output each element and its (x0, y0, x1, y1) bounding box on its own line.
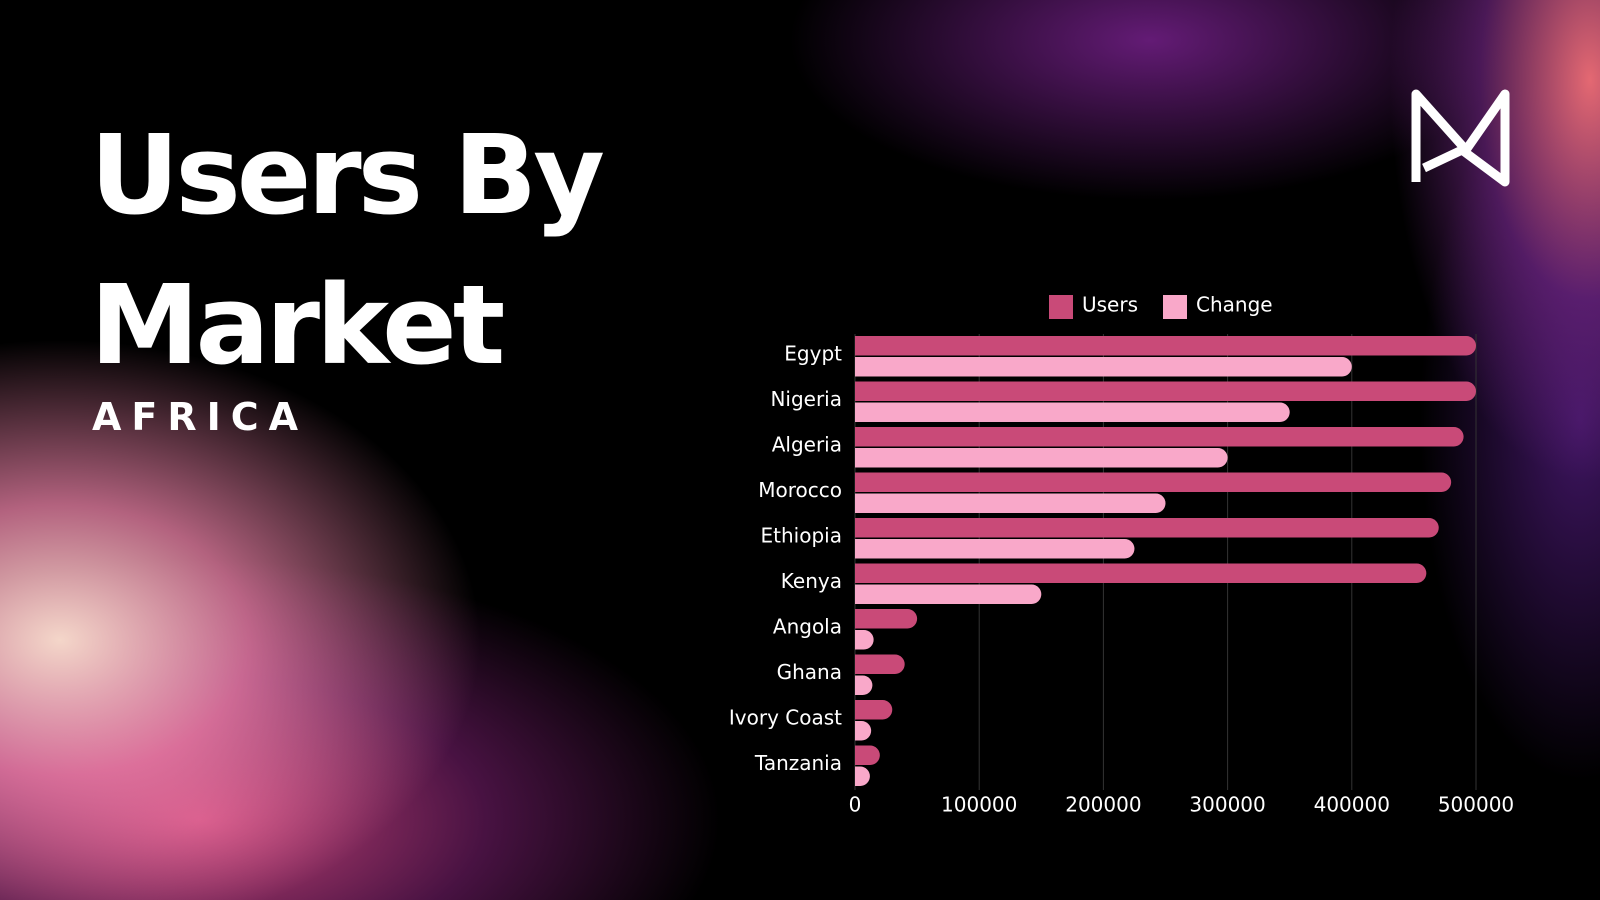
y-tick-label: Tanzania (754, 751, 842, 775)
legend-swatch (1163, 295, 1187, 319)
x-tick-label: 300000 (1189, 793, 1265, 817)
bar (855, 493, 1166, 513)
bar (855, 402, 1290, 422)
bar (855, 381, 1476, 401)
bar (855, 448, 1228, 468)
bar (855, 700, 893, 720)
bar (855, 745, 880, 765)
bar (855, 563, 1427, 583)
bar (855, 675, 873, 695)
bar (855, 766, 870, 786)
bar (855, 336, 1476, 356)
x-tick-label: 100000 (941, 793, 1017, 817)
x-tick-label: 400000 (1314, 793, 1390, 817)
bar (855, 539, 1135, 559)
bar (855, 427, 1464, 447)
y-tick-label: Morocco (758, 478, 842, 502)
bar (855, 609, 918, 629)
x-tick-label: 500000 (1438, 793, 1514, 817)
chart-subtitle: AFRICA (92, 395, 309, 439)
y-tick-label: Egypt (784, 342, 842, 366)
bar (855, 584, 1042, 604)
y-tick-label: Ghana (777, 660, 842, 684)
legend-swatch (1049, 295, 1073, 319)
legend-label: Change (1196, 293, 1273, 317)
y-tick-label: Ethiopia (761, 524, 842, 548)
chart-title: Users By Market (90, 111, 605, 389)
y-tick-label: Angola (773, 615, 842, 639)
bar (855, 518, 1439, 538)
bar (855, 630, 874, 650)
bar (855, 357, 1352, 377)
y-tick-label: Kenya (781, 569, 842, 593)
bar (855, 654, 905, 674)
y-tick-label: Algeria (772, 433, 842, 457)
bar (855, 721, 872, 741)
y-tick-label: Ivory Coast (729, 706, 842, 730)
legend-label: Users (1082, 293, 1138, 317)
bar (855, 472, 1452, 492)
y-tick-label: Nigeria (770, 387, 842, 411)
x-tick-label: 200000 (1065, 793, 1141, 817)
x-tick-label: 0 (849, 793, 862, 817)
